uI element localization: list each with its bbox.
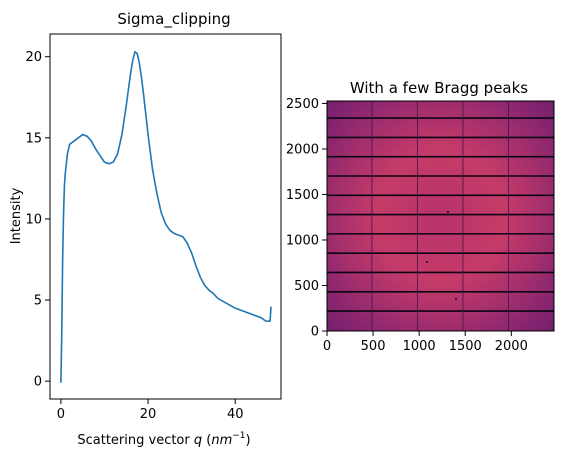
right-x-tick-label: 1500 xyxy=(449,339,482,354)
right-x-tick-label: 0 xyxy=(323,339,331,354)
left-y-axis-label: Intensity xyxy=(9,187,24,244)
left-y-tick-label: 0 xyxy=(34,375,42,390)
right-x-tick-label: 1000 xyxy=(403,339,436,354)
right-y-tick-label: 0 xyxy=(311,325,319,340)
bragg-peak-1 xyxy=(447,211,449,213)
right-x-tick-label: 2000 xyxy=(495,339,528,354)
right-y-tick-label: 1500 xyxy=(286,188,319,203)
left-axes-frame xyxy=(49,33,282,400)
right-x-axis: 0 500 1000 1500 2000 xyxy=(323,331,528,354)
left-y-tick-label: 15 xyxy=(25,131,42,146)
right-chart: With a few Bragg peaks 0 500 1000 1500 2000 … xyxy=(286,79,555,354)
right-x-tick-label: 500 xyxy=(361,339,386,354)
left-x-tick-label: 0 xyxy=(57,407,65,422)
left-y-tick-label: 5 xyxy=(34,294,42,309)
left-x-tick-label: 20 xyxy=(140,407,157,422)
right-chart-title: With a few Bragg peaks xyxy=(350,79,528,97)
bragg-peak-2 xyxy=(455,298,457,300)
left-plot-area xyxy=(60,50,272,383)
right-y-tick-label: 1000 xyxy=(286,233,319,248)
left-x-axis-label: Scattering vector q (nm−1) xyxy=(77,431,250,448)
left-chart: Sigma_clipping 0 20 40 0 5 10 15 20 Scattering… xyxy=(9,10,282,448)
right-y-tick-label: 2000 xyxy=(286,142,319,157)
bragg-peak-3 xyxy=(426,261,428,263)
right-y-axis: 0 500 1000 1500 2000 2500 xyxy=(286,97,327,340)
left-y-tick-label: 20 xyxy=(25,50,42,65)
detector-image xyxy=(327,101,554,331)
right-y-tick-label: 2500 xyxy=(286,97,319,112)
detector-gaps xyxy=(327,101,554,331)
left-chart-title: Sigma_clipping xyxy=(117,10,230,29)
intensity-line xyxy=(60,50,272,383)
left-x-axis: 0 20 40 xyxy=(57,399,244,422)
left-y-axis: 0 5 10 15 20 xyxy=(25,50,50,390)
left-y-tick-label: 10 xyxy=(25,212,42,227)
right-axes-frame xyxy=(326,100,555,332)
right-y-tick-label: 500 xyxy=(294,279,319,294)
left-x-tick-label: 40 xyxy=(227,407,244,422)
